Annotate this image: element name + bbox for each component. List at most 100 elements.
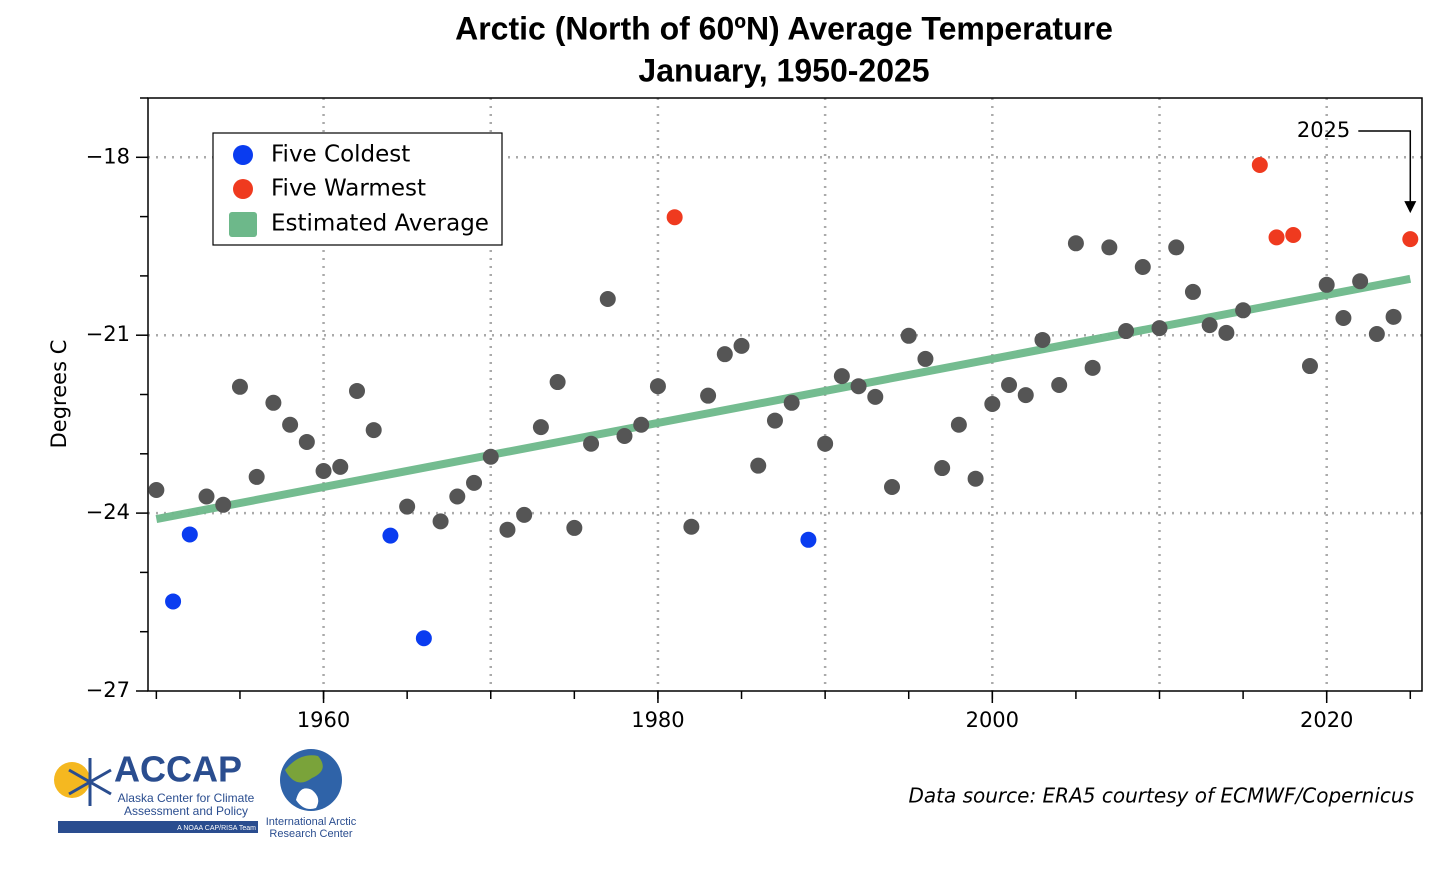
data-point	[1235, 302, 1252, 319]
data-point	[599, 291, 616, 308]
data-point	[298, 433, 315, 450]
data-point	[1051, 377, 1068, 394]
data-point	[1318, 276, 1335, 293]
accap-logo: ACCAP Alaska Center for Climate Assessme…	[54, 749, 258, 833]
data-point	[265, 394, 282, 411]
data-point	[432, 513, 449, 530]
logo-line: Assessment and Policy	[124, 804, 248, 818]
data-point	[1034, 331, 1051, 348]
logo-line: International Arctic	[266, 816, 357, 828]
data-point	[766, 412, 783, 429]
y-tick-label: −27	[86, 678, 130, 702]
data-point	[817, 435, 834, 452]
legend: Five Coldest Five Warmest Estimated Averag…	[212, 132, 503, 246]
logo-line: Research Center	[269, 828, 352, 840]
annotation-arrow	[1358, 130, 1412, 210]
data-point	[566, 519, 583, 536]
logo-land	[285, 755, 323, 783]
data-point	[1101, 239, 1118, 256]
data-point	[165, 593, 182, 610]
logo-bear	[296, 788, 319, 809]
legend-marker	[233, 179, 253, 199]
y-tick-label: −18	[86, 144, 130, 168]
logo-snowflake	[68, 758, 112, 806]
data-point	[348, 382, 365, 399]
logo-title: ACCAP	[114, 749, 242, 790]
data-point	[1352, 273, 1369, 290]
data-point	[1368, 326, 1385, 343]
annotation-arrowhead	[1404, 201, 1417, 214]
data-point	[466, 474, 483, 491]
data-point	[332, 458, 349, 475]
data-point	[248, 468, 265, 485]
data-point	[399, 498, 416, 515]
data-point	[1001, 377, 1018, 394]
data-point	[733, 337, 750, 354]
data-point	[1118, 323, 1135, 340]
logo-band	[58, 821, 258, 833]
data-point	[917, 350, 934, 367]
data-point	[449, 488, 466, 505]
data-point	[1285, 226, 1302, 243]
x-tick-label: 1960	[297, 708, 350, 732]
annotation: 2025	[1297, 118, 1350, 142]
data-point	[1134, 259, 1151, 276]
data-point	[231, 378, 248, 395]
data-point	[215, 496, 232, 513]
data-point	[633, 416, 650, 433]
data-point	[1151, 320, 1168, 337]
data-point	[315, 462, 332, 479]
logo-sun	[54, 762, 90, 798]
logo-line: Alaska Center for Climate	[118, 791, 255, 805]
data-point	[900, 327, 917, 344]
data-point	[1201, 317, 1218, 334]
data-point	[783, 394, 800, 411]
x-tick-label: 2000	[966, 708, 1019, 732]
data-point	[415, 630, 432, 647]
data-point	[1084, 359, 1101, 376]
data-point	[181, 526, 198, 543]
data-point	[1168, 239, 1185, 256]
data-point	[934, 460, 951, 477]
data-point	[884, 479, 901, 496]
data-point	[1218, 324, 1235, 341]
source-note: Data source: ERA5 courtesy of ECMWF/Cope…	[908, 784, 1414, 808]
data-point	[1067, 235, 1084, 252]
data-point	[549, 374, 566, 391]
data-point	[649, 378, 666, 395]
chart-subtitle: January, 1950-2025	[638, 52, 929, 88]
data-point	[1335, 310, 1352, 327]
legend-box	[212, 132, 503, 246]
data-point	[282, 416, 299, 433]
data-point	[967, 470, 984, 487]
data-point	[198, 488, 215, 505]
data-point	[499, 521, 516, 538]
data-point	[1402, 231, 1419, 248]
data-point	[382, 527, 399, 544]
legend-label: Five Warmest	[271, 176, 426, 202]
data-point	[800, 531, 817, 548]
data-point	[148, 481, 165, 498]
data-point	[666, 209, 683, 226]
x-tick-label: 2020	[1300, 708, 1353, 732]
chart-title: Arctic (North of 60ºN) Average Temperatu…	[455, 10, 1113, 46]
legend-label: Estimated Average	[271, 211, 489, 237]
data-point	[616, 428, 633, 445]
trend-line	[155, 274, 1412, 523]
iarc-logo: International Arctic Research Center	[266, 749, 357, 840]
data-point	[1268, 229, 1285, 246]
data-point	[1301, 358, 1318, 375]
data-point	[365, 422, 382, 439]
data-point	[950, 416, 967, 433]
data-point	[700, 387, 717, 404]
y-axis-label: Degrees C	[47, 340, 71, 449]
data-point	[1251, 157, 1268, 174]
data-point	[750, 457, 767, 474]
y-tick-label: −21	[86, 322, 130, 346]
logo-tag: A NOAA CAP/RISA Team	[177, 825, 256, 832]
legend-marker	[233, 145, 253, 165]
data-point	[516, 506, 533, 523]
data-point	[683, 518, 700, 535]
x-tick-label: 1980	[631, 708, 684, 732]
